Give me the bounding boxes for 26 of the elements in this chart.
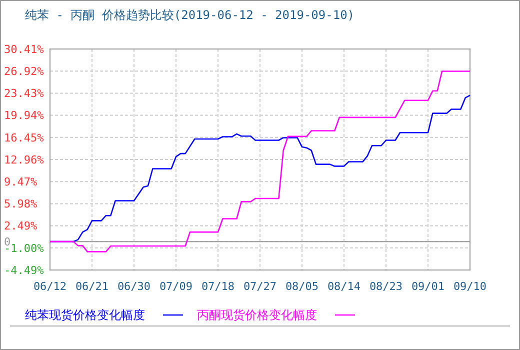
line-series [49,70,471,252]
y-tick-label: 12.96% [4,153,44,166]
y-tick-label: 5.98% [4,198,38,211]
chart-title: 纯苯 - 丙酮 价格趋势比较(2019-06-12 - 2019-09-10) [25,8,355,22]
y-tick-label: 9.47% [4,175,38,188]
x-tick-label: 08/23 [369,280,403,293]
y-tick-label: 26.92% [4,64,44,78]
x-tick-label: 07/09 [159,280,193,293]
legend-label: 丙酮现货价格变化幅度 [197,308,317,322]
y-tick-label: 23.43% [4,87,44,100]
x-tick-label: 06/21 [75,280,109,293]
y-tick-label: 30.41% [4,42,44,56]
y-tick-label: -4.49% [4,264,44,277]
x-tick-label: 07/27 [243,280,277,293]
legend-label: 纯苯现货价格变化幅度 [25,308,145,322]
y-tick-label: 16.45% [4,131,44,144]
x-tick-label: 08/05 [285,280,319,293]
y-tick-label: 2.49% [4,220,38,233]
x-tick-label: 06/12 [33,280,67,293]
x-tick-label: 07/18 [201,280,235,293]
x-tick-label: 09/10 [453,280,487,293]
y-tick-label: 0 [4,235,11,248]
x-tick-label: 09/01 [411,280,445,293]
y-tick-label: 19.94% [4,109,44,122]
x-tick-label: 06/30 [117,280,151,293]
x-tick-label: 08/14 [327,280,361,293]
